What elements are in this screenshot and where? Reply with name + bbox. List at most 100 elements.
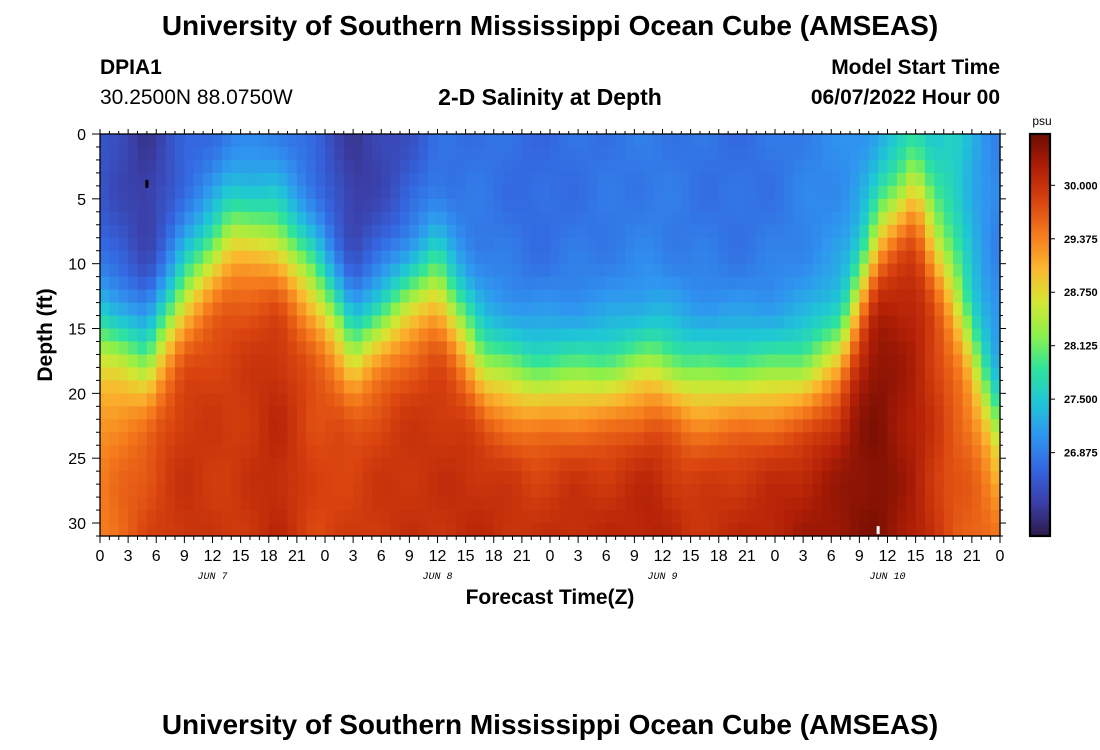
heatmap-cell xyxy=(681,458,692,472)
heatmap-cell xyxy=(165,497,176,511)
heatmap-cell xyxy=(943,497,954,511)
heatmap-cell xyxy=(578,172,589,187)
heatmap-cell xyxy=(971,419,982,433)
heatmap-cell xyxy=(484,393,495,407)
heatmap-cell xyxy=(662,458,673,472)
heatmap-cell xyxy=(465,185,476,200)
heatmap-cell xyxy=(109,419,120,433)
heatmap-cell xyxy=(850,419,860,433)
heatmap-cell xyxy=(643,134,654,148)
heatmap-cell xyxy=(428,198,439,213)
heatmap-cell xyxy=(109,341,120,356)
heatmap-cell xyxy=(765,484,776,498)
heatmap-cell xyxy=(390,510,401,524)
heatmap-cell xyxy=(296,159,307,174)
colorbar-swatch xyxy=(1030,425,1050,429)
heatmap-cell xyxy=(568,432,579,446)
heatmap-cell xyxy=(793,159,804,174)
heatmap-cell xyxy=(737,315,748,330)
heatmap-cell xyxy=(634,380,645,394)
heatmap-cell xyxy=(653,458,664,472)
heatmap-cell xyxy=(953,458,964,472)
heatmap-cell xyxy=(240,276,251,291)
heatmap-cell xyxy=(793,263,804,278)
heatmap-cell xyxy=(531,497,542,511)
heatmap-cell xyxy=(475,172,485,187)
heatmap-cell xyxy=(775,510,785,524)
heatmap-cell xyxy=(634,276,645,291)
heatmap-cell xyxy=(521,134,532,148)
heatmap-cell xyxy=(990,276,1001,291)
heatmap-cell xyxy=(325,419,335,433)
heatmap-cell xyxy=(746,393,757,407)
heatmap-cell xyxy=(718,315,729,330)
heatmap-cell xyxy=(484,198,495,213)
heatmap-cell xyxy=(690,432,701,446)
heatmap-cell xyxy=(268,393,279,407)
x-tick-label: 18 xyxy=(935,548,953,565)
heatmap-cell xyxy=(784,315,795,330)
heatmap-cell xyxy=(446,510,457,524)
heatmap-cell xyxy=(906,406,917,420)
heatmap-cell xyxy=(156,211,167,226)
heatmap-cell xyxy=(578,367,589,381)
heatmap-cell xyxy=(653,237,664,252)
heatmap-cell xyxy=(175,484,185,498)
colorbar-swatch xyxy=(1030,324,1050,329)
heatmap-cell xyxy=(343,224,354,239)
heatmap-cell xyxy=(475,484,485,498)
heatmap-cell xyxy=(325,211,335,226)
heatmap-cell xyxy=(953,263,964,278)
heatmap-cell xyxy=(296,458,307,472)
heatmap-cell xyxy=(268,445,279,459)
heatmap-cell xyxy=(343,289,354,304)
heatmap-cell xyxy=(606,263,617,278)
heatmap-cell xyxy=(943,250,954,265)
colorbar-swatch xyxy=(1030,272,1050,276)
heatmap-cell xyxy=(325,445,335,459)
colorbar-swatch xyxy=(1030,432,1050,437)
heatmap-cell xyxy=(362,341,373,356)
heatmap-cell xyxy=(540,471,551,485)
heatmap-cell xyxy=(728,211,739,226)
heatmap-cell xyxy=(596,497,607,511)
heatmap-cell xyxy=(212,237,223,252)
heatmap-cell xyxy=(259,380,270,394)
heatmap-cell xyxy=(531,289,542,304)
heatmap-cell xyxy=(334,393,345,407)
heatmap-cell xyxy=(268,185,279,200)
heatmap-cell xyxy=(578,328,589,343)
heatmap-cell xyxy=(643,354,654,369)
heatmap-cells xyxy=(100,134,1001,537)
heatmap-cell xyxy=(325,250,335,265)
heatmap-cell xyxy=(578,380,589,394)
colorbar-swatch xyxy=(1030,151,1050,155)
colorbar-swatch xyxy=(1030,189,1050,193)
heatmap-cell xyxy=(371,432,382,446)
x-tick-label: 15 xyxy=(232,548,250,565)
heatmap-cell xyxy=(465,211,476,226)
heatmap-cell xyxy=(315,263,326,278)
heatmap-cell xyxy=(156,250,167,265)
colorbar-swatch xyxy=(1030,365,1050,369)
heatmap-cell xyxy=(859,354,870,369)
heatmap-cell xyxy=(606,393,617,407)
heatmap-cell xyxy=(400,406,410,420)
heatmap-cell xyxy=(784,484,795,498)
heatmap-cell xyxy=(718,224,729,239)
heatmap-cell xyxy=(587,380,598,394)
heatmap-cell xyxy=(681,146,692,161)
heatmap-cell xyxy=(521,198,532,213)
heatmap-cell xyxy=(100,380,110,394)
heatmap-cell xyxy=(287,406,298,420)
heatmap-cell xyxy=(484,263,495,278)
heatmap-cell xyxy=(287,484,298,498)
heatmap-cell xyxy=(362,198,373,213)
heatmap-cell xyxy=(831,159,842,174)
heatmap-cell xyxy=(615,471,626,485)
heatmap-cell xyxy=(840,198,851,213)
colorbar-swatch xyxy=(1030,407,1050,411)
heatmap-cell xyxy=(615,211,626,226)
heatmap-cell xyxy=(803,458,814,472)
heatmap-cell xyxy=(306,445,317,459)
